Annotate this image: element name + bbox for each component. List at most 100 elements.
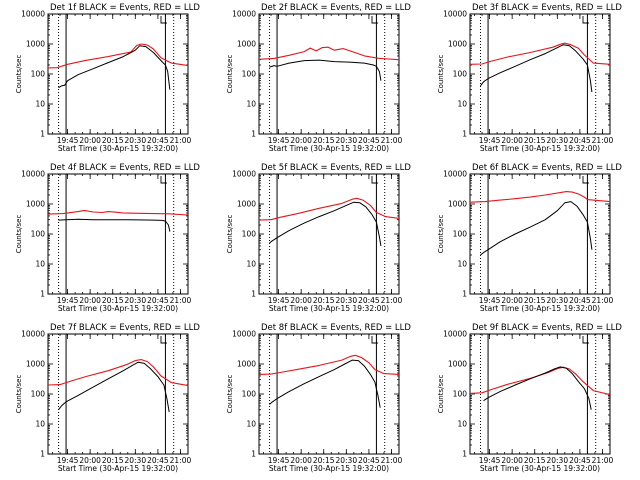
lld-series-line (258, 197, 400, 221)
x-tick-label: 19:45 (57, 456, 79, 465)
x-tick-label: 20:15 (524, 136, 546, 145)
y-tick-label: 1 (40, 290, 45, 299)
x-tick-label: 20:30 (335, 456, 357, 465)
x-tick-label: 21:00 (381, 136, 403, 145)
y-tick-label: 100 (242, 70, 257, 79)
lld-series-line (469, 42, 611, 65)
x-tick-label: 20:00 (290, 136, 312, 145)
y-tick-label: 1000 (448, 40, 467, 49)
x-tick-label: 20:15 (313, 456, 335, 465)
y-axis-label: Counts/sec (226, 215, 234, 254)
x-tick-label: 20:00 (501, 136, 523, 145)
panel-grid: Det 1f BLACK = Events, RED = LLD 1 10 100 10… (15, 3, 622, 473)
panel-title: Det 9f BLACK = Events, RED = LLD (472, 323, 622, 333)
y-axis-label: Counts/sec (15, 215, 23, 254)
y-tick-label: 100 (453, 70, 468, 79)
x-tick-label: 20:15 (313, 136, 335, 145)
y-tick-label: 1000 (26, 360, 45, 369)
panel-title: Det 4f BLACK = Events, RED = LLD (50, 163, 200, 173)
det-panel-1: Det 1f BLACK = Events, RED = LLD 1 10 100 10… (15, 3, 200, 153)
y-tick-label: 10000 (443, 170, 467, 179)
y-tick-label: 1000 (448, 200, 467, 209)
lld-series-line (47, 209, 189, 216)
y-tick-label: 10 (35, 100, 45, 109)
x-tick-label: 20:00 (501, 296, 523, 305)
x-tick-label: 20:00 (290, 456, 312, 465)
corner-bracket-glyph (160, 16, 167, 24)
y-tick-label: 1000 (26, 200, 45, 209)
det-panel-5: Det 5f BLACK = Events, RED = LLD 1 10 100 10… (226, 163, 411, 313)
x-tick-label: 21:00 (170, 296, 192, 305)
x-tick-label: 21:00 (381, 296, 403, 305)
y-tick-label: 100 (31, 390, 46, 399)
det-panel-4: Det 4f BLACK = Events, RED = LLD 1 10 100 10… (15, 163, 200, 313)
x-tick-label: 20:30 (546, 136, 568, 145)
y-tick-label: 1000 (237, 360, 256, 369)
y-tick-label: 10000 (443, 10, 467, 19)
events-series-line (58, 361, 170, 413)
x-tick-label: 19:45 (479, 136, 501, 145)
corner-bracket-glyph (371, 16, 378, 24)
y-tick-label: 100 (453, 230, 468, 239)
y-tick-label: 1 (462, 130, 467, 139)
y-tick-label: 1000 (26, 40, 45, 49)
x-tick-label: 20:30 (124, 136, 146, 145)
x-tick-label: 21:00 (592, 136, 614, 145)
x-axis-label: Start Time (30-Apr-15 19:32:00) (269, 464, 389, 473)
x-tick-label: 19:45 (268, 456, 290, 465)
x-tick-label: 20:45 (569, 136, 591, 145)
y-axis-label: Counts/sec (437, 375, 445, 414)
corner-bracket-glyph (160, 336, 167, 344)
y-tick-label: 10 (246, 260, 256, 269)
y-tick-label: 10 (457, 100, 467, 109)
corner-bracket-glyph (371, 336, 378, 344)
panel-title: Det 1f BLACK = Events, RED = LLD (50, 3, 200, 13)
panel-title: Det 6f BLACK = Events, RED = LLD (472, 163, 622, 173)
x-tick-label: 20:30 (124, 296, 146, 305)
x-tick-label: 20:30 (335, 296, 357, 305)
events-series-line (58, 45, 171, 90)
x-tick-label: 20:00 (501, 456, 523, 465)
y-tick-label: 100 (453, 390, 468, 399)
det-panel-3: Det 3f BLACK = Events, RED = LLD 1 10 100 10… (437, 3, 622, 153)
x-tick-label: 21:00 (592, 456, 614, 465)
x-tick-label: 20:00 (290, 296, 312, 305)
y-tick-label: 10 (457, 420, 467, 429)
events-series-line (269, 359, 381, 408)
y-tick-label: 10000 (21, 10, 45, 19)
x-tick-label: 20:00 (79, 296, 101, 305)
det-panel-8: Det 8f BLACK = Events, RED = LLD 1 10 100 10… (226, 323, 411, 473)
corner-bracket-glyph (371, 176, 378, 184)
corner-bracket-glyph (160, 176, 167, 184)
y-tick-label: 100 (242, 230, 257, 239)
y-tick-label: 10 (246, 100, 256, 109)
y-tick-label: 100 (31, 70, 46, 79)
x-axis-label: Start Time (30-Apr-15 19:32:00) (58, 464, 178, 473)
y-tick-label: 1 (251, 450, 256, 459)
y-tick-label: 100 (242, 390, 257, 399)
y-axis-label: Counts/sec (15, 375, 23, 414)
events-series-line (58, 218, 171, 232)
x-tick-label: 19:45 (268, 136, 290, 145)
x-tick-label: 19:45 (479, 296, 501, 305)
y-tick-label: 1 (462, 450, 467, 459)
x-tick-label: 20:00 (79, 456, 101, 465)
y-tick-label: 10000 (443, 330, 467, 339)
panel-title: Det 7f BLACK = Events, RED = LLD (50, 323, 200, 333)
y-axis-label: Counts/sec (437, 215, 445, 254)
x-axis-label: Start Time (30-Apr-15 19:32:00) (480, 464, 600, 473)
x-tick-label: 20:45 (147, 136, 169, 145)
panel-title: Det 2f BLACK = Events, RED = LLD (261, 3, 411, 13)
y-axis-label: Counts/sec (226, 55, 234, 94)
x-tick-label: 19:45 (57, 136, 79, 145)
y-tick-label: 1000 (237, 40, 256, 49)
x-axis-label: Start Time (30-Apr-15 19:32:00) (480, 304, 600, 313)
x-tick-label: 20:30 (124, 456, 146, 465)
y-tick-label: 10 (457, 260, 467, 269)
lld-series-line (47, 359, 189, 387)
x-tick-label: 21:00 (592, 296, 614, 305)
events-series-line (480, 201, 593, 256)
y-tick-label: 10000 (21, 170, 45, 179)
x-tick-label: 20:15 (102, 136, 124, 145)
